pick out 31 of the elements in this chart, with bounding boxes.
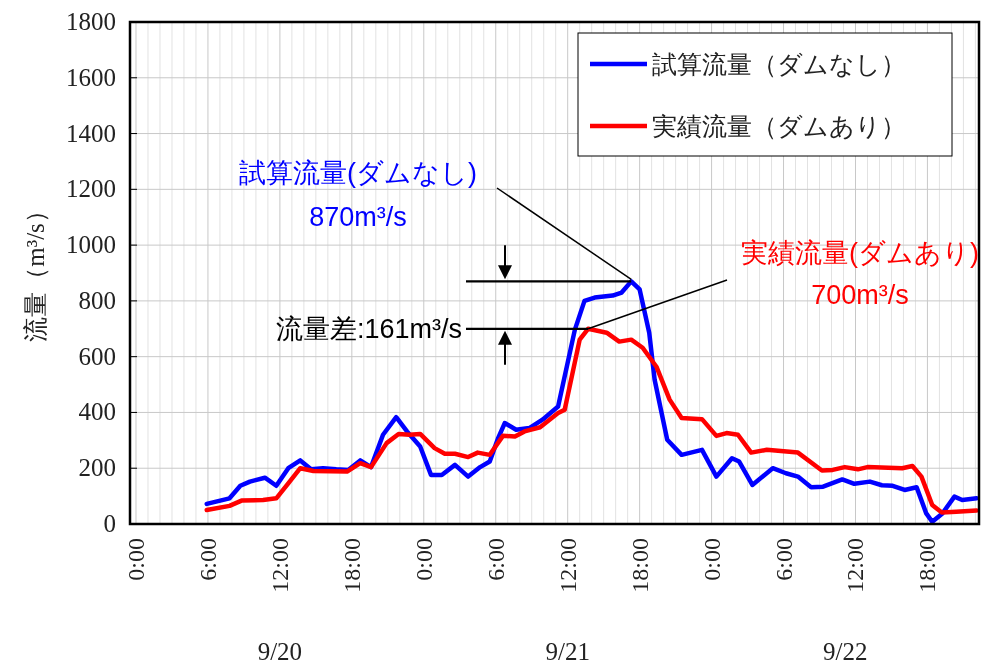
x-tick-label: 0:00 <box>123 538 149 581</box>
x-tick-label: 12:00 <box>266 538 293 593</box>
y-tick-label: 600 <box>78 342 116 370</box>
x-tick-label: 12:00 <box>554 538 581 593</box>
y-tick-label: 800 <box>78 286 116 314</box>
x-tick-label: 6:00 <box>482 538 509 581</box>
x-tick-label: 18:00 <box>626 538 653 593</box>
annotation: 試算流量(ダムなし) 870m³/s <box>239 158 477 232</box>
x-tick-label: 0:00 <box>410 538 437 581</box>
legend-label: 実績流量（ダムあり） <box>652 113 906 140</box>
y-axis-title: 流量（m³/s） <box>22 198 49 342</box>
x-tick-label: 6:00 <box>770 538 797 581</box>
legend-label: 試算流量（ダムなし） <box>652 51 906 78</box>
annotation: 実績流量(ダムあり) 700m³/s <box>741 238 979 310</box>
text: 9/22 <box>823 638 868 665</box>
y-tick-label: 1200 <box>66 175 116 203</box>
x-tick-label: 18:00 <box>338 538 365 593</box>
x-tick-label: 0:00 <box>698 538 725 581</box>
y-tick-label: 1400 <box>66 119 116 147</box>
x-tick-label: 12:00 <box>842 538 869 593</box>
text: 9/21 <box>545 638 590 665</box>
text: 9/20 <box>257 638 303 665</box>
y-tick-label: 1600 <box>66 63 116 91</box>
x-tick-label: 18:00 <box>914 538 941 593</box>
y-tick-label: 400 <box>78 398 116 426</box>
annotation: 流量差:161m³/s <box>275 313 462 344</box>
y-tick-label: 0 <box>103 510 116 537</box>
y-tick-label: 1800 <box>66 8 116 35</box>
x-tick-label: 6:00 <box>194 538 221 581</box>
y-tick-label: 1000 <box>66 231 116 259</box>
y-tick-label: 200 <box>78 454 116 482</box>
